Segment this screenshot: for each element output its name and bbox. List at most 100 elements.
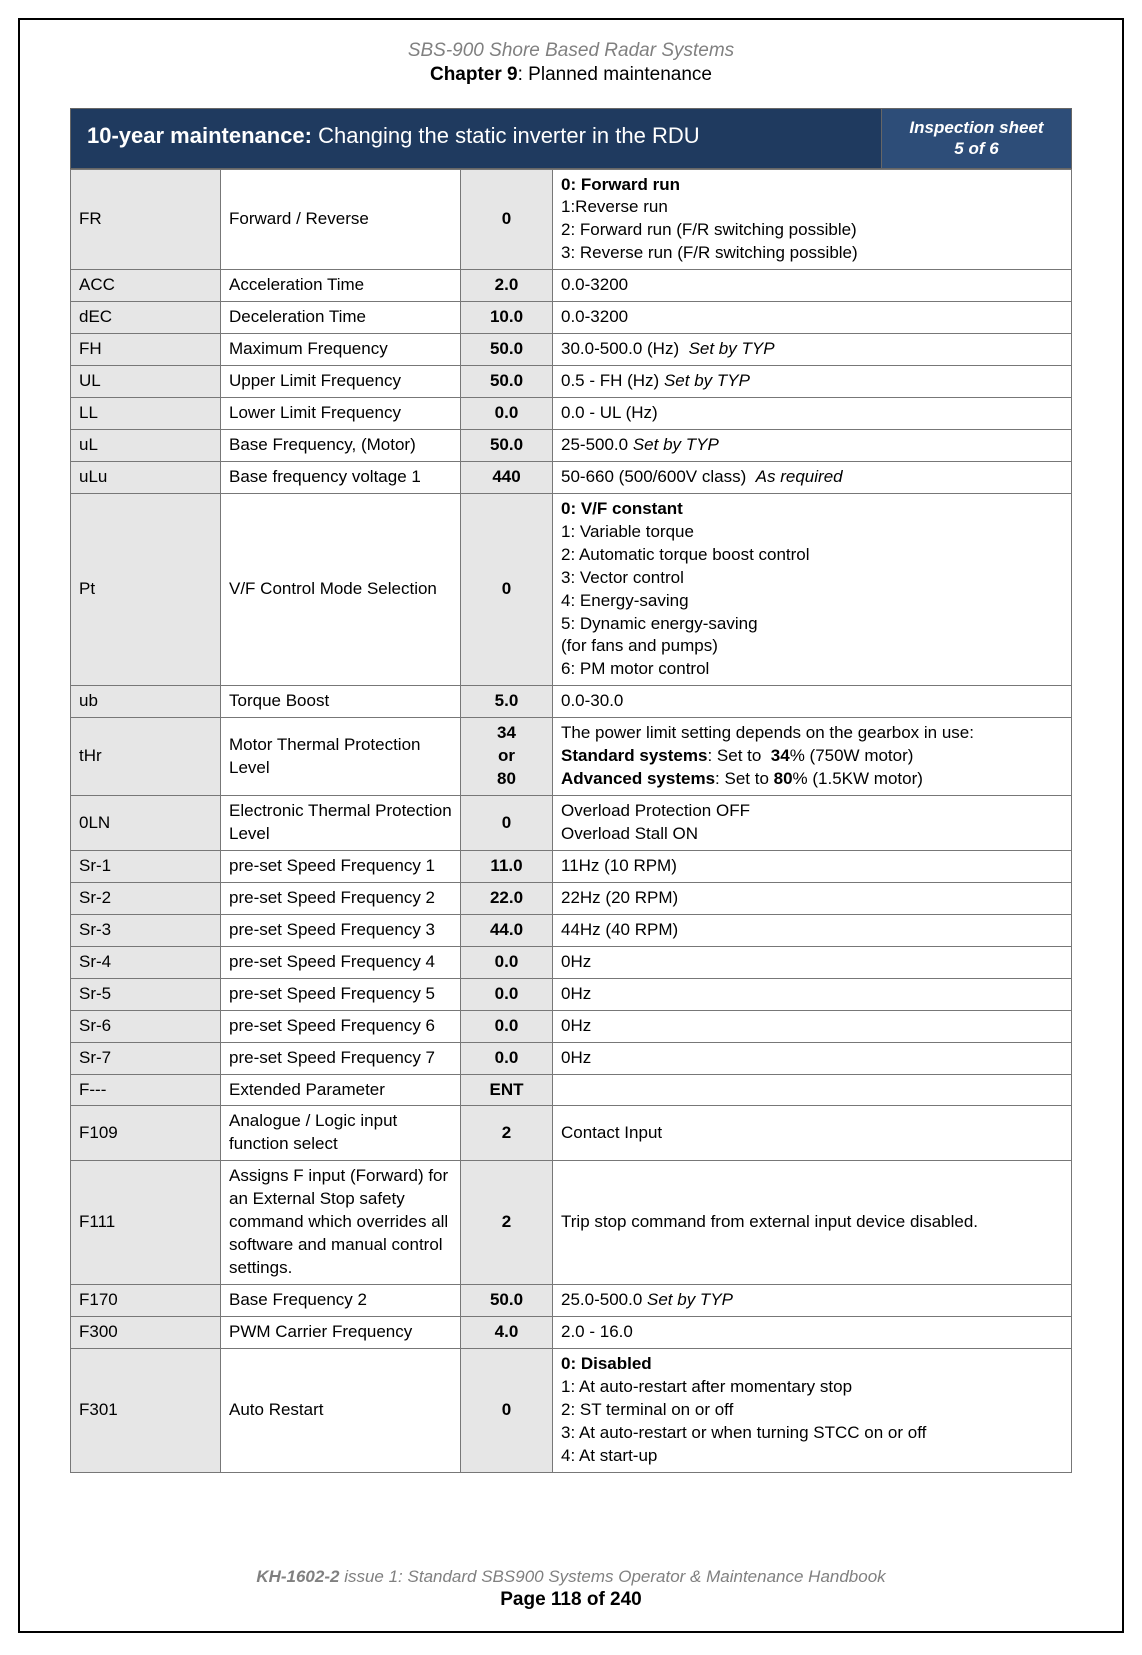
param-code: ub bbox=[71, 686, 221, 718]
param-code: Sr-5 bbox=[71, 978, 221, 1010]
param-value: 0 bbox=[461, 1348, 553, 1472]
param-name: Motor Thermal Protection Level bbox=[221, 718, 461, 796]
param-value: 0 bbox=[461, 169, 553, 270]
param-name: Auto Restart bbox=[221, 1348, 461, 1472]
param-code: F109 bbox=[71, 1106, 221, 1161]
param-name: Forward / Reverse bbox=[221, 169, 461, 270]
param-desc: 0: V/F constant1: Variable torque2: Auto… bbox=[553, 493, 1072, 686]
param-code: Sr-6 bbox=[71, 1010, 221, 1042]
param-name: pre-set Speed Frequency 2 bbox=[221, 882, 461, 914]
param-value: 50.0 bbox=[461, 334, 553, 366]
table-row: PtV/F Control Mode Selection00: V/F cons… bbox=[71, 493, 1072, 686]
param-name: Torque Boost bbox=[221, 686, 461, 718]
param-value: 2 bbox=[461, 1161, 553, 1285]
table-row: F111Assigns F input (Forward) for an Ext… bbox=[71, 1161, 1072, 1285]
table-row: F301Auto Restart00: Disabled1: At auto-r… bbox=[71, 1348, 1072, 1472]
param-name: pre-set Speed Frequency 7 bbox=[221, 1042, 461, 1074]
param-name: pre-set Speed Frequency 3 bbox=[221, 914, 461, 946]
sheet-num: 5 of 6 bbox=[888, 138, 1065, 159]
param-desc bbox=[553, 1074, 1072, 1106]
param-value: 22.0 bbox=[461, 882, 553, 914]
param-desc: 25-500.0 Set by TYP bbox=[553, 429, 1072, 461]
table-row: Sr-4pre-set Speed Frequency 40.00Hz bbox=[71, 946, 1072, 978]
param-desc: 0.0-3200 bbox=[553, 302, 1072, 334]
table-row: F---Extended ParameterENT bbox=[71, 1074, 1072, 1106]
table-row: LLLower Limit Frequency0.00.0 - UL (Hz) bbox=[71, 398, 1072, 430]
param-desc: 0Hz bbox=[553, 1042, 1072, 1074]
param-name: Extended Parameter bbox=[221, 1074, 461, 1106]
param-name: pre-set Speed Frequency 5 bbox=[221, 978, 461, 1010]
param-code: Pt bbox=[71, 493, 221, 686]
doc-title: SBS-900 Shore Based Radar Systems bbox=[70, 40, 1072, 62]
param-desc: 0Hz bbox=[553, 978, 1072, 1010]
param-value: 2.0 bbox=[461, 270, 553, 302]
param-code: 0LN bbox=[71, 796, 221, 851]
param-desc: 30.0-500.0 (Hz) Set by TYP bbox=[553, 334, 1072, 366]
table-row: Sr-1pre-set Speed Frequency 111.011Hz (1… bbox=[71, 850, 1072, 882]
chapter-title: : Planned maintenance bbox=[518, 64, 712, 85]
param-code: dEC bbox=[71, 302, 221, 334]
table-row: dECDeceleration Time10.00.0-3200 bbox=[71, 302, 1072, 334]
footer-page: Page 118 of 240 bbox=[20, 1589, 1122, 1611]
param-name: Maximum Frequency bbox=[221, 334, 461, 366]
param-value: 0.0 bbox=[461, 398, 553, 430]
banner-rest: Changing the static inverter in the RDU bbox=[312, 123, 700, 148]
param-value: 4.0 bbox=[461, 1316, 553, 1348]
param-desc: Contact Input bbox=[553, 1106, 1072, 1161]
param-code: F170 bbox=[71, 1285, 221, 1317]
param-desc: 0Hz bbox=[553, 1010, 1072, 1042]
param-value: 10.0 bbox=[461, 302, 553, 334]
sheet-label: Inspection sheet bbox=[888, 117, 1065, 138]
param-code: FH bbox=[71, 334, 221, 366]
param-desc: 44Hz (40 RPM) bbox=[553, 914, 1072, 946]
banner-main: 10-year maintenance: Changing the static… bbox=[70, 108, 882, 169]
param-name: Upper Limit Frequency bbox=[221, 366, 461, 398]
table-row: ubTorque Boost5.00.0-30.0 bbox=[71, 686, 1072, 718]
param-desc: 0.5 - FH (Hz) Set by TYP bbox=[553, 366, 1072, 398]
param-desc: The power limit setting depends on the g… bbox=[553, 718, 1072, 796]
param-value: 50.0 bbox=[461, 429, 553, 461]
table-row: FHMaximum Frequency50.030.0-500.0 (Hz) S… bbox=[71, 334, 1072, 366]
param-code: LL bbox=[71, 398, 221, 430]
param-desc: 11Hz (10 RPM) bbox=[553, 850, 1072, 882]
footer-docnum: KH-1602-2 bbox=[256, 1567, 339, 1586]
param-value: 2 bbox=[461, 1106, 553, 1161]
param-value: 0.0 bbox=[461, 946, 553, 978]
param-code: F--- bbox=[71, 1074, 221, 1106]
table-row: Sr-2pre-set Speed Frequency 222.022Hz (2… bbox=[71, 882, 1072, 914]
chapter-label: Chapter 9 bbox=[430, 64, 518, 85]
param-value: 44.0 bbox=[461, 914, 553, 946]
param-value: ENT bbox=[461, 1074, 553, 1106]
param-desc: 0: Disabled1: At auto-restart after mome… bbox=[553, 1348, 1072, 1472]
param-code: uLu bbox=[71, 461, 221, 493]
footer: KH-1602-2 issue 1: Standard SBS900 Syste… bbox=[20, 1567, 1122, 1611]
footer-ref: KH-1602-2 issue 1: Standard SBS900 Syste… bbox=[20, 1567, 1122, 1587]
table-row: F109Analogue / Logic input function sele… bbox=[71, 1106, 1072, 1161]
table-row: uLBase Frequency, (Motor)50.025-500.0 Se… bbox=[71, 429, 1072, 461]
param-desc: 0: Forward run1:Reverse run2: Forward ru… bbox=[553, 169, 1072, 270]
param-code: F301 bbox=[71, 1348, 221, 1472]
param-value: 440 bbox=[461, 461, 553, 493]
param-value: 0 bbox=[461, 493, 553, 686]
table-row: Sr-5pre-set Speed Frequency 50.00Hz bbox=[71, 978, 1072, 1010]
chapter-line: Chapter 9: Planned maintenance bbox=[70, 64, 1072, 86]
banner-bold: 10-year maintenance: bbox=[87, 123, 312, 148]
banner: 10-year maintenance: Changing the static… bbox=[70, 108, 1072, 169]
table-row: tHrMotor Thermal Protection Level34or80T… bbox=[71, 718, 1072, 796]
param-code: Sr-3 bbox=[71, 914, 221, 946]
param-name: Base Frequency 2 bbox=[221, 1285, 461, 1317]
param-desc: 0.0-3200 bbox=[553, 270, 1072, 302]
table-row: Sr-3pre-set Speed Frequency 344.044Hz (4… bbox=[71, 914, 1072, 946]
param-desc: 25.0-500.0 Set by TYP bbox=[553, 1285, 1072, 1317]
param-value: 50.0 bbox=[461, 366, 553, 398]
param-value: 0 bbox=[461, 796, 553, 851]
param-name: Assigns F input (Forward) for an Externa… bbox=[221, 1161, 461, 1285]
param-desc: 0Hz bbox=[553, 946, 1072, 978]
footer-rest: issue 1: Standard SBS900 Systems Operato… bbox=[339, 1567, 885, 1586]
doc-header: SBS-900 Shore Based Radar Systems Chapte… bbox=[70, 40, 1072, 86]
table-row: 0LNElectronic Thermal Protection Level0O… bbox=[71, 796, 1072, 851]
table-row: F170Base Frequency 250.025.0-500.0 Set b… bbox=[71, 1285, 1072, 1317]
param-code: ACC bbox=[71, 270, 221, 302]
param-value: 5.0 bbox=[461, 686, 553, 718]
param-desc: Overload Protection OFFOverload Stall ON bbox=[553, 796, 1072, 851]
